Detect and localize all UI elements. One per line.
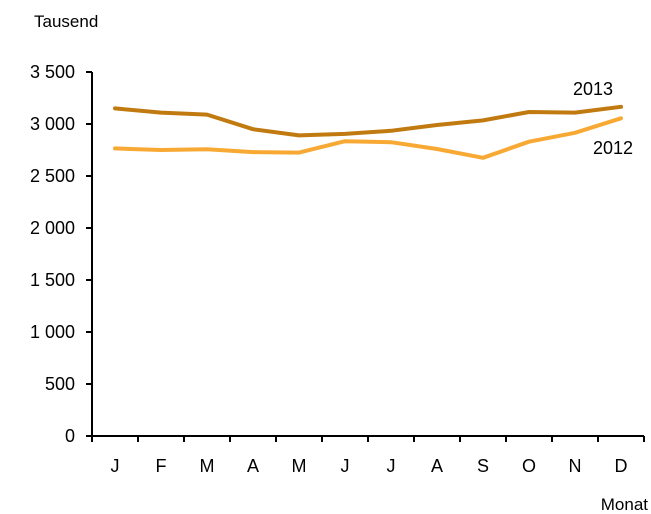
- x-tick-label: J: [341, 456, 350, 476]
- series-lines: [113, 104, 623, 160]
- x-tick-label: O: [522, 456, 536, 476]
- x-tick-label: A: [431, 456, 443, 476]
- y-tick-label: 500: [45, 374, 75, 394]
- x-tick-label: J: [387, 456, 396, 476]
- x-tick-label: F: [156, 456, 167, 476]
- x-tick-label: D: [615, 456, 628, 476]
- series-line-2012: [113, 116, 623, 160]
- x-tick-label: A: [247, 456, 259, 476]
- y-tick-label: 1 500: [30, 270, 75, 290]
- y-tick-label: 1 000: [30, 322, 75, 342]
- x-tick-label: J: [111, 456, 120, 476]
- x-tick-label: M: [292, 456, 307, 476]
- series-label-2012: 2012: [593, 138, 633, 158]
- x-tick-label: S: [477, 456, 489, 476]
- x-axis-title: Monat: [601, 495, 649, 514]
- y-tick-label: 3 500: [30, 62, 75, 82]
- y-tick-label: 3 000: [30, 114, 75, 134]
- x-tick-label: N: [569, 456, 582, 476]
- y-tick-label: 2 500: [30, 166, 75, 186]
- y-tick-label: 2 000: [30, 218, 75, 238]
- series-label-2013: 2013: [573, 79, 613, 99]
- series-line-2013: [113, 104, 623, 138]
- x-tick-label: M: [200, 456, 215, 476]
- y-axis-ticks: 0 500 1 000 1 500 2 000 2 500 3 000 3 500: [30, 62, 92, 446]
- y-axis-title: Tausend: [34, 12, 98, 31]
- y-tick-label: 0: [65, 426, 75, 446]
